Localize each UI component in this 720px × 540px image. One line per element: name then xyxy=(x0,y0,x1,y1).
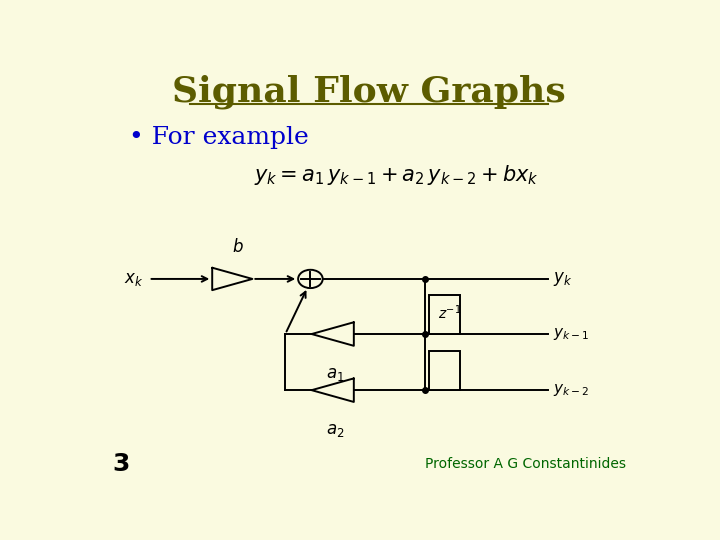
Text: $y_{k-1}$: $y_{k-1}$ xyxy=(553,326,590,342)
Text: $y_{k-2}$: $y_{k-2}$ xyxy=(553,382,590,398)
Text: • For example: • For example xyxy=(129,126,309,149)
Text: $z^{-1}$: $z^{-1}$ xyxy=(438,303,462,321)
Bar xyxy=(429,350,459,390)
Text: $b$: $b$ xyxy=(232,238,244,256)
Text: $a_2$: $a_2$ xyxy=(326,421,345,440)
Bar xyxy=(429,294,459,334)
Text: Professor A G Constantinides: Professor A G Constantinides xyxy=(425,457,626,471)
Text: $y_k = a_1\,y_{k-1} + a_2\,y_{k-2} + b x_k$: $y_k = a_1\,y_{k-1} + a_2\,y_{k-2} + b x… xyxy=(254,163,539,187)
Text: $y_k$: $y_k$ xyxy=(553,270,572,288)
Text: $a_1$: $a_1$ xyxy=(326,365,345,383)
Text: 3: 3 xyxy=(112,452,130,476)
Text: $x_k$: $x_k$ xyxy=(124,270,143,288)
Circle shape xyxy=(298,270,323,288)
Text: Signal Flow Graphs: Signal Flow Graphs xyxy=(172,75,566,109)
